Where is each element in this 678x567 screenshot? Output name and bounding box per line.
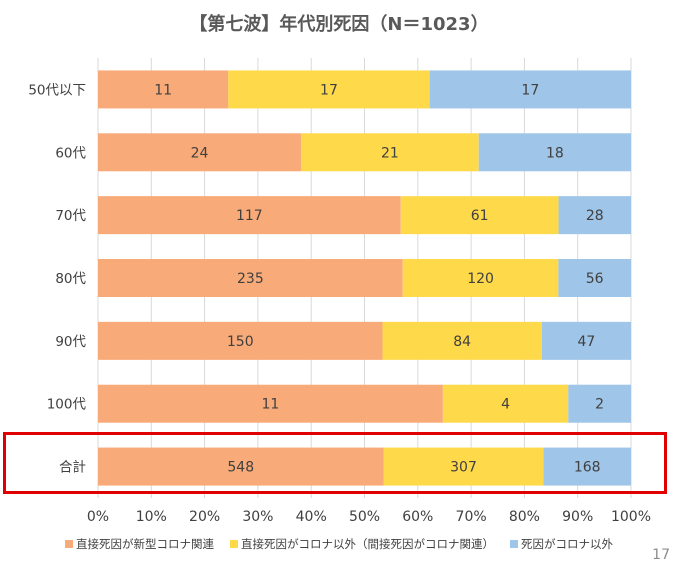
- bar-segment: [98, 70, 229, 109]
- bar-segment: [382, 321, 542, 360]
- data-label: 117: [236, 208, 263, 224]
- x-tick-label: 30%: [242, 509, 273, 525]
- bar-segment: [228, 70, 430, 109]
- bar-segment: [98, 133, 302, 172]
- category-label: 100代: [47, 397, 87, 413]
- data-label: 24: [191, 145, 209, 161]
- bar-segment: [98, 196, 401, 235]
- x-tick-label: 70%: [456, 509, 487, 525]
- bar-segment: [402, 259, 559, 297]
- x-tick-label: 80%: [509, 509, 540, 525]
- data-label: 17: [521, 82, 539, 98]
- page-number: 17: [652, 547, 670, 563]
- x-tick-label: 10%: [136, 509, 167, 525]
- legend-swatch: [230, 540, 238, 548]
- data-label: 235: [237, 271, 264, 287]
- data-label: 168: [574, 460, 601, 476]
- x-tick-label: 20%: [189, 509, 220, 525]
- bar-segment: [543, 447, 631, 486]
- data-label: 120: [467, 271, 494, 287]
- category-label: 80代: [55, 271, 86, 287]
- category-label: 60代: [55, 145, 86, 161]
- x-tick-label: 100%: [611, 509, 651, 525]
- data-label: 548: [227, 460, 254, 476]
- data-label: 11: [154, 82, 172, 98]
- bar-segment: [400, 196, 559, 235]
- bar-segment: [568, 384, 631, 423]
- data-label: 18: [546, 145, 564, 161]
- category-label: 50代以下: [28, 82, 86, 98]
- bar-segment: [98, 384, 443, 423]
- x-tick-label: 60%: [402, 509, 433, 525]
- bar-segment: [558, 259, 631, 297]
- bar-segment: [429, 70, 631, 109]
- bar-segment: [98, 321, 383, 360]
- bar-segment: [383, 447, 544, 486]
- data-label: 47: [578, 334, 596, 350]
- data-label: 28: [586, 208, 604, 224]
- legend-label: 直接死因がコロナ以外（間接死因がコロナ関連）: [241, 537, 494, 551]
- data-label: 21: [381, 145, 399, 161]
- legend-item: 直接死因がコロナ以外（間接死因がコロナ関連）: [230, 536, 494, 552]
- legend-swatch: [65, 540, 73, 548]
- data-label: 307: [450, 460, 477, 476]
- highlight-box: [3, 432, 667, 494]
- chart-title: 【第七波】年代別死因（N＝1023）: [189, 14, 489, 35]
- legend-label: 死因がコロナ以外: [521, 537, 613, 551]
- x-tick-label: 90%: [562, 509, 593, 525]
- data-label: 84: [453, 334, 471, 350]
- bar-segment: [98, 447, 384, 486]
- data-label: 61: [471, 208, 489, 224]
- legend-label: 直接死因が新型コロナ関連: [76, 537, 214, 551]
- bar-segment: [442, 384, 569, 423]
- category-label: 70代: [55, 208, 86, 224]
- data-label: 17: [320, 82, 338, 98]
- x-tick-label: 50%: [349, 509, 380, 525]
- data-label: 150: [227, 334, 254, 350]
- x-tick-label: 0%: [87, 509, 109, 525]
- legend-item: 死因がコロナ以外: [510, 536, 613, 552]
- data-label: 2: [595, 397, 604, 413]
- category-label: 90代: [55, 334, 86, 350]
- legend-swatch: [510, 540, 518, 548]
- legend: 直接死因が新型コロナ関連 直接死因がコロナ以外（間接死因がコロナ関連） 死因がコ…: [0, 536, 678, 552]
- bar-segment: [541, 321, 631, 360]
- bar-segment: [558, 196, 631, 235]
- data-label: 11: [262, 397, 280, 413]
- bar-segment: [301, 133, 479, 172]
- category-label: 合計: [59, 460, 86, 476]
- x-tick-label: 40%: [296, 509, 327, 525]
- data-label: 4: [501, 397, 510, 413]
- legend-item: 直接死因が新型コロナ関連: [65, 536, 214, 552]
- bar-segment: [98, 259, 403, 297]
- bar-segment: [478, 133, 631, 172]
- data-label: 56: [586, 271, 604, 287]
